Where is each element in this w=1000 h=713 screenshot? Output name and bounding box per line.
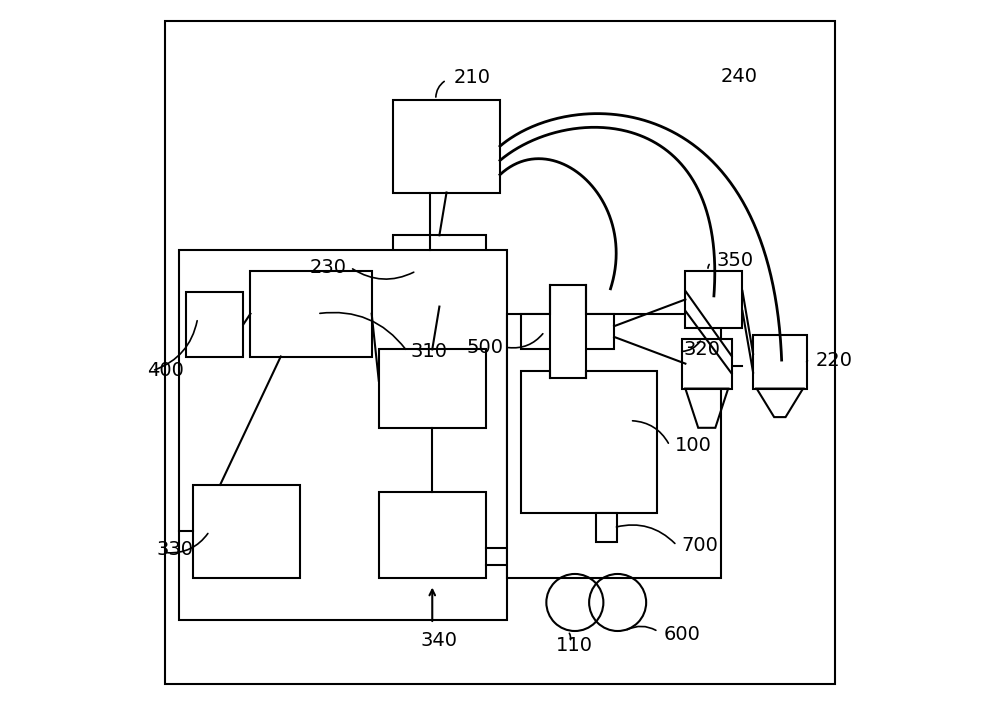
Bar bbox=[379, 349, 486, 428]
Text: 600: 600 bbox=[664, 625, 701, 644]
Bar bbox=[193, 485, 300, 578]
Text: 320: 320 bbox=[684, 340, 721, 359]
Bar bbox=[753, 335, 807, 389]
Text: 240: 240 bbox=[721, 67, 758, 86]
Text: 500: 500 bbox=[467, 338, 504, 356]
Bar bbox=[521, 371, 657, 513]
Text: 330: 330 bbox=[156, 540, 193, 558]
Text: 210: 210 bbox=[454, 68, 491, 86]
Bar bbox=[521, 314, 614, 349]
Text: 700: 700 bbox=[682, 536, 719, 555]
Text: 110: 110 bbox=[556, 636, 593, 655]
Text: 400: 400 bbox=[147, 361, 184, 380]
Text: 340: 340 bbox=[421, 631, 458, 650]
Bar bbox=[507, 314, 721, 578]
Text: 230: 230 bbox=[310, 258, 347, 277]
Bar bbox=[596, 513, 617, 542]
Bar bbox=[186, 292, 243, 356]
Bar bbox=[682, 339, 732, 389]
Bar bbox=[685, 271, 742, 328]
Text: 100: 100 bbox=[675, 436, 712, 455]
Bar bbox=[379, 492, 486, 578]
Bar bbox=[250, 271, 372, 356]
Bar bbox=[550, 285, 586, 378]
Bar bbox=[393, 100, 500, 193]
Text: 310: 310 bbox=[411, 342, 448, 361]
Bar bbox=[179, 250, 507, 620]
Bar bbox=[393, 235, 486, 307]
Text: 220: 220 bbox=[815, 351, 852, 369]
Text: 350: 350 bbox=[716, 251, 753, 270]
